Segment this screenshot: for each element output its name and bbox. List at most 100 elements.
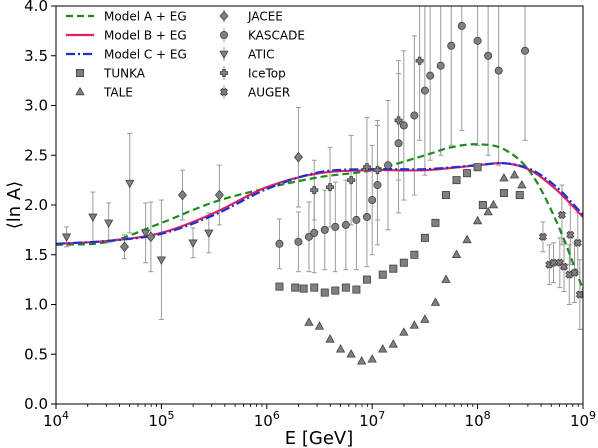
auger-point bbox=[573, 238, 582, 247]
kascade-point bbox=[368, 196, 377, 205]
atic-point bbox=[156, 256, 167, 265]
legend-label: Model B + EG bbox=[104, 29, 187, 43]
tunka-point bbox=[399, 258, 408, 267]
jacee-point bbox=[120, 241, 129, 253]
kascade-point bbox=[373, 181, 382, 190]
tunka-point bbox=[420, 233, 429, 242]
x-axis-label: E [GeV] bbox=[285, 428, 353, 448]
legend-label: Model A + EG bbox=[104, 10, 187, 24]
tunka-point bbox=[478, 200, 487, 209]
atic-point bbox=[88, 213, 98, 223]
kascade-point bbox=[352, 215, 361, 224]
x-axis: 104 105 106 107 108 109 bbox=[43, 404, 596, 430]
auger-point bbox=[575, 290, 583, 299]
auger-point bbox=[538, 232, 548, 241]
tale-point bbox=[304, 317, 314, 326]
auger-point bbox=[570, 268, 579, 277]
kascade-point bbox=[410, 111, 419, 120]
auger-point bbox=[559, 262, 569, 271]
tale-point bbox=[462, 234, 472, 244]
y-tick-label: 1.0 bbox=[24, 296, 48, 314]
auger-point bbox=[566, 230, 575, 239]
kascade-point bbox=[294, 237, 303, 246]
auger-point bbox=[549, 258, 558, 267]
legend-label: KASCADE bbox=[248, 29, 305, 43]
atic-point bbox=[61, 233, 72, 242]
legend-marker bbox=[219, 10, 229, 22]
legend-label: TUNKA bbox=[103, 67, 146, 81]
model-a-eg-curve bbox=[56, 143, 583, 290]
legend-entry-tale: TALE bbox=[75, 86, 133, 100]
y-tick-label: 3.5 bbox=[24, 47, 48, 65]
tunka-point bbox=[352, 285, 361, 294]
tunka-point bbox=[378, 270, 387, 279]
kascade-point bbox=[362, 212, 371, 221]
kascade-point bbox=[447, 41, 456, 50]
icetop-point bbox=[326, 183, 335, 192]
jacee-point bbox=[293, 151, 303, 163]
tale-point bbox=[325, 334, 335, 343]
y-axis-label: ⟨ln A⟩ bbox=[4, 181, 25, 230]
tale-point bbox=[483, 206, 493, 216]
kascade-point bbox=[484, 51, 493, 60]
legend-label: ATIC bbox=[248, 48, 275, 62]
tale-point bbox=[335, 344, 346, 353]
kascade-point bbox=[320, 225, 329, 234]
tale-point bbox=[441, 274, 451, 283]
tunka-point bbox=[362, 275, 371, 284]
atic-point bbox=[188, 239, 198, 248]
auger-point bbox=[557, 210, 566, 220]
y-tick-label: 2.5 bbox=[24, 146, 48, 164]
legend-entry-jacee: JACEE bbox=[219, 9, 283, 24]
kascade-point bbox=[457, 21, 466, 30]
x-tick-label: 109 bbox=[570, 409, 596, 430]
tunka-point bbox=[463, 169, 472, 178]
y-tick-label: 0.5 bbox=[24, 345, 48, 363]
model-curves bbox=[56, 143, 583, 290]
y-tick-label: 1.5 bbox=[24, 246, 48, 264]
legend: Model A + EG Model B + EG Model C + EG TUNK… bbox=[66, 9, 305, 100]
kascade-point bbox=[394, 139, 403, 148]
kascade-point bbox=[399, 121, 408, 130]
tale-point bbox=[314, 321, 325, 330]
legend-entry-model-b-eg: Model B + EG bbox=[66, 29, 187, 43]
legend-label: TALE bbox=[103, 86, 133, 100]
kascade-point bbox=[426, 71, 435, 80]
icetop-point bbox=[310, 186, 319, 195]
y-axis: 0.0 0.5 1.0 1.5 2.0 2.5 3.0 3.5 4.0 bbox=[24, 0, 56, 413]
tale-point bbox=[357, 356, 367, 365]
x-tick-label: 106 bbox=[254, 409, 280, 430]
legend-entry-atic: ATIC bbox=[219, 47, 275, 62]
kascade-point bbox=[494, 66, 503, 75]
jacee-point bbox=[177, 189, 187, 201]
y-tick-label: 4.0 bbox=[24, 0, 48, 15]
legend-marker bbox=[220, 69, 228, 77]
x-tick-label: 108 bbox=[465, 409, 491, 430]
kascade-point bbox=[473, 36, 482, 45]
tunka-point bbox=[275, 282, 284, 291]
kascade-point bbox=[331, 222, 340, 231]
tale-point bbox=[388, 339, 398, 348]
legend-marker bbox=[75, 86, 85, 96]
y-tick-label: 3.0 bbox=[24, 97, 48, 115]
kascade-point bbox=[310, 228, 319, 237]
tunka-point bbox=[331, 286, 340, 295]
tale-point bbox=[399, 327, 409, 336]
x-tick-label: 107 bbox=[359, 409, 385, 430]
legend-label: Model C + EG bbox=[104, 48, 187, 62]
legend-marker bbox=[219, 30, 228, 39]
legend-entry-model-a-eg: Model A + EG bbox=[66, 10, 187, 24]
tunka-point bbox=[473, 163, 482, 172]
tale-point bbox=[517, 179, 527, 189]
legend-entry-icetop: IceTop bbox=[220, 66, 286, 81]
tunka-point bbox=[320, 288, 329, 297]
jacee-point bbox=[214, 189, 224, 201]
atic-point bbox=[204, 229, 214, 239]
tunka-point bbox=[341, 283, 350, 292]
x-tick-label: 105 bbox=[148, 409, 174, 430]
data-markers bbox=[61, 21, 583, 365]
tale-point bbox=[367, 354, 377, 363]
y-tick-label: 2.0 bbox=[24, 196, 48, 214]
kascade-point bbox=[384, 161, 393, 170]
